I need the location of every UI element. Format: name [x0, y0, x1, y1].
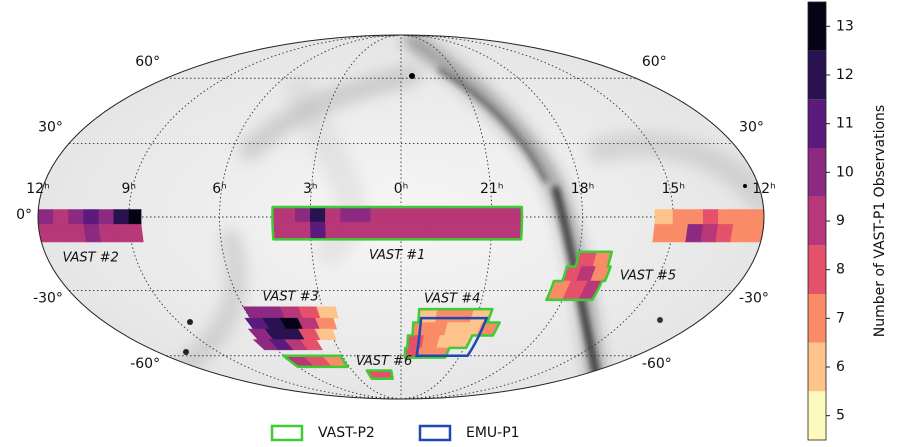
lat-tick-label: 0° [16, 207, 32, 223]
coverage-cell [38, 210, 53, 225]
coverage-cell [461, 222, 492, 239]
colorbar-segment [808, 343, 826, 392]
coverage-cell [407, 336, 424, 348]
legend-label: VAST-P2 [318, 425, 375, 441]
lat-tick-label: 30° [38, 119, 63, 135]
colorbar-tick-label: 13 [836, 18, 854, 34]
region-label: VAST #2 [62, 250, 118, 265]
coverage-cell [371, 207, 401, 222]
coverage-cell [69, 224, 87, 241]
coverage-cell [310, 222, 326, 239]
colorbar-tick-label: 5 [836, 408, 845, 424]
coverage-cell [653, 224, 673, 241]
ra-tick-label: 12ʰ [26, 181, 49, 197]
coverage-cell [272, 207, 295, 222]
chart: 12ʰ 9ʰ 6ʰ 3ʰ 0ʰ 21ʰ 18ʰ 15ʰ 12ʰ 60° 60° 30° 30° 0° -30… [0, 0, 898, 447]
colorbar-segment [808, 51, 826, 100]
region-label: VAST #3 [262, 289, 318, 304]
legend: VAST-P2 EMU-P1 [272, 425, 520, 441]
coverage-cell [701, 224, 719, 241]
coverage-cell [733, 210, 748, 225]
coverage-cell [84, 210, 99, 225]
ra-tick-label: 15ʰ [662, 181, 685, 197]
coverage-cell [341, 222, 371, 239]
colorbar-segment [808, 245, 826, 294]
coverage-cell [491, 222, 522, 239]
coverage-cell [688, 210, 703, 225]
region-label: VAST #1 [369, 248, 425, 263]
colorbar-segment [808, 197, 826, 246]
colorbar-tick-label: 6 [836, 359, 845, 375]
ra-tick-label: 21ʰ [480, 181, 503, 197]
legend-swatch [272, 426, 302, 440]
colorbar-segment [808, 391, 826, 440]
coverage-cell [99, 210, 114, 225]
coverage-cell [341, 207, 371, 222]
ra-tick-label: 18ʰ [571, 181, 594, 197]
coverage-cell [673, 210, 688, 225]
colorbar-segment [808, 148, 826, 197]
coverage-cell [69, 210, 84, 225]
coverage-cell [325, 207, 340, 222]
lat-tick-label: 30° [739, 119, 764, 135]
colorbar-tick-label: 10 [836, 164, 854, 180]
lat-tick-label: -60° [130, 356, 160, 372]
region-label: VAST #5 [620, 268, 676, 283]
coverage-cell [401, 207, 431, 222]
coverage-cell [295, 222, 311, 239]
coverage-cell [749, 210, 764, 225]
coverage-cell [325, 222, 341, 239]
ra-tick-label: 3ʰ [303, 181, 318, 197]
coverage-cell [114, 210, 129, 225]
coverage-cell [99, 224, 117, 241]
lat-tick-label: 60° [642, 54, 667, 70]
coverage-cell [129, 224, 143, 241]
colorbar-tick-label: 9 [836, 213, 845, 229]
colorbar-segment [808, 2, 826, 51]
coverage-cell [371, 222, 401, 239]
ra-tick-label: 12ʰ [752, 181, 775, 197]
coverage-cell [401, 222, 431, 239]
coverage-cell [129, 210, 141, 225]
lat-tick-label: -30° [739, 291, 769, 307]
colorbar-tick-label: 8 [836, 262, 845, 278]
legend-label: EMU-P1 [466, 425, 520, 441]
coverage-cell [114, 224, 131, 241]
coverage-cell [686, 224, 704, 241]
colorbar-tick-label: 7 [836, 310, 845, 326]
coverage-cell [436, 309, 456, 322]
coverage-cell [431, 222, 461, 239]
colorbar-tick-label: 11 [836, 116, 854, 132]
coverage-cell [655, 210, 673, 225]
coverage-cell [718, 210, 733, 225]
colorbar-segment [808, 99, 826, 148]
colorbar: 5 6 7 8 9 10 11 12 13 Number of VAST-P1 Observati… [808, 2, 888, 440]
coverage-cell [431, 207, 461, 222]
legend-swatch [420, 426, 450, 440]
coverage-cell [53, 210, 68, 225]
coverage-cell [84, 224, 102, 241]
region-label: VAST #6 [356, 354, 412, 369]
coverage-cell [295, 207, 310, 222]
lat-tick-label: -30° [33, 291, 63, 307]
colorbar-label: Number of VAST-P1 Observations [872, 105, 888, 337]
ra-tick-label: 0ʰ [394, 181, 409, 197]
colorbar-segment [808, 294, 826, 343]
coverage-cell [310, 207, 325, 222]
coverage-cell [703, 210, 718, 225]
region-label: VAST #4 [424, 292, 480, 307]
coverage-cell [272, 222, 295, 239]
coverage-cell [492, 207, 522, 222]
colorbar-tick-label: 12 [836, 67, 854, 83]
lat-tick-label: 60° [135, 54, 160, 70]
coverage-cell [317, 307, 338, 318]
coverage-cell [671, 224, 688, 241]
ra-tick-label: 9ʰ [121, 181, 136, 197]
lat-tick-label: -60° [642, 356, 672, 372]
coverage-cell [461, 207, 491, 222]
ra-tick-label: 6ʰ [212, 181, 227, 197]
